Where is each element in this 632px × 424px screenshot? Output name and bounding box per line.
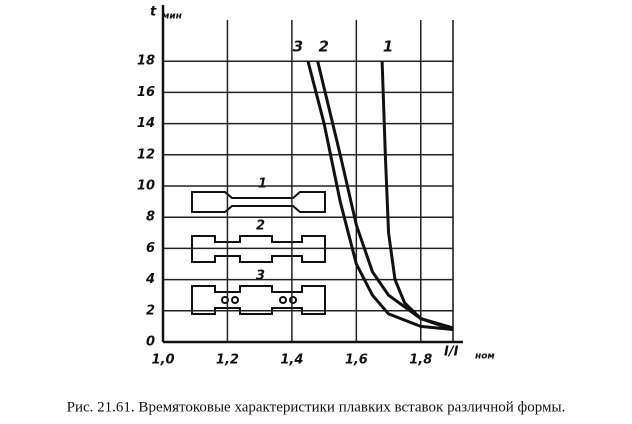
y-tick-label: 4 [145, 272, 155, 287]
fuse-dot [231, 296, 239, 304]
curve-label: 1 [383, 38, 393, 56]
fuse-dot [289, 296, 297, 304]
fuse-dot [279, 296, 287, 304]
fuse-insets: 1 2 3 [191, 177, 326, 315]
y-tick-label: 6 [146, 241, 155, 256]
x-tick-label: 1,4 [280, 353, 303, 368]
x-tick-label: 1,2 [216, 353, 239, 368]
y-tick-label: 14 [137, 116, 155, 131]
fuse-shape-1 [191, 191, 326, 213]
curve-label: 2 [318, 38, 328, 56]
y-tick-label: 2 [146, 303, 155, 318]
curve-label: 3 [293, 38, 303, 56]
x-axis-label: I/I [444, 345, 459, 360]
x-tick-label: 1,0 [151, 353, 174, 368]
y-tick-label: 0 [146, 335, 155, 350]
caption: Рис. 21.61. Времятоковые характеристики … [67, 399, 566, 415]
fuse-shape-2 [191, 235, 326, 263]
inset-label: 2 [256, 219, 265, 234]
curve [316, 60, 454, 331]
y-tick-label: 8 [146, 210, 155, 225]
inset-label: 3 [256, 269, 265, 284]
y-tick-label: 16 [137, 85, 155, 100]
y-tick-label: 10 [137, 179, 155, 194]
fuse-shape-3 [191, 285, 326, 315]
x-tick-label: 1,6 [345, 353, 368, 368]
y-axis-unit: мин [162, 12, 182, 22]
x-tick-label: 1,8 [409, 353, 432, 368]
curve [306, 60, 454, 332]
inset-label: 1 [258, 177, 267, 192]
x-axis-unit: ном [475, 352, 495, 362]
curve [380, 61, 454, 330]
y-tick-label: 12 [137, 147, 155, 162]
y-axis-label: t [150, 5, 157, 20]
y-tick-label: 18 [137, 54, 155, 69]
